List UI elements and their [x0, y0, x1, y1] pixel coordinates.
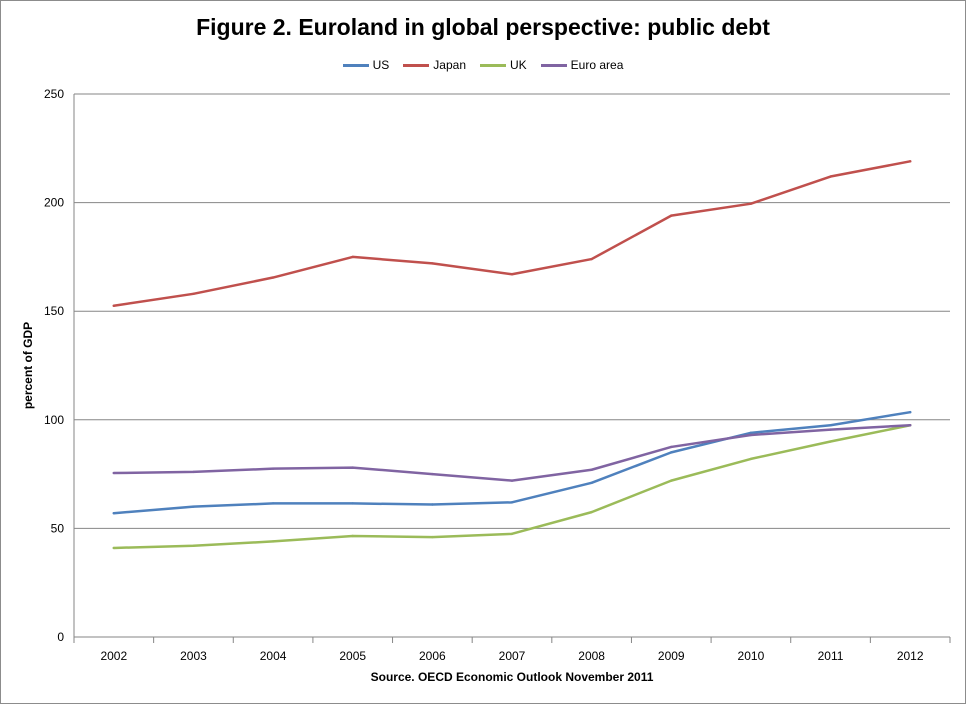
data-point-japan [192, 292, 195, 296]
y-tick-label: 200 [44, 196, 64, 210]
series-line-japan [112, 160, 912, 308]
x-tick-label: 2010 [738, 649, 765, 663]
data-point-uk [112, 546, 116, 550]
data-point-uk [829, 440, 832, 443]
data-point-us [192, 505, 195, 508]
legend-swatch-euro-area [540, 63, 567, 67]
data-point-uk [431, 535, 434, 539]
data-point-us [670, 451, 673, 454]
data-point-japan [112, 304, 116, 307]
x-tick-label: 2008 [578, 649, 605, 663]
data-point-japan [749, 202, 753, 205]
data-point-uk [271, 540, 275, 543]
data-point-japan [351, 255, 354, 259]
legend-item-uk: UK [480, 58, 527, 72]
data-point-us [112, 511, 116, 515]
data-point-euro-area [829, 428, 832, 431]
x-tick-label: 2012 [897, 649, 924, 663]
x-tick-label: 2009 [658, 649, 685, 663]
data-point-japan [431, 262, 434, 265]
data-point-japan [271, 276, 275, 279]
series-line-us [112, 410, 912, 515]
y-tick-label: 50 [51, 521, 65, 535]
data-point-uk [590, 510, 593, 514]
x-tick-label: 2004 [260, 649, 287, 663]
legend-swatch-us [342, 63, 369, 67]
data-point-us [590, 481, 593, 484]
data-point-uk [192, 544, 195, 547]
data-point-us [431, 503, 434, 506]
data-point-us [271, 502, 275, 505]
data-point-euro-area [192, 470, 195, 474]
legend-item-us: US [342, 58, 390, 72]
legend-swatch-uk [480, 63, 506, 67]
data-point-japan [510, 273, 514, 276]
data-point-uk [749, 457, 753, 461]
x-axis-title: Source. OECD Economic Outlook November 2… [371, 670, 654, 684]
y-tick-label: 100 [44, 413, 64, 427]
data-point-euro-area [271, 467, 275, 470]
data-point-uk [351, 534, 354, 538]
legend: US Japan UK Euro area [0, 58, 966, 72]
data-point-japan [908, 160, 912, 163]
legend-swatch-japan [403, 63, 430, 67]
data-point-euro-area [112, 471, 116, 475]
x-tick-label: 2002 [100, 649, 127, 663]
data-point-euro-area [351, 466, 354, 469]
data-point-euro-area [510, 479, 514, 482]
x-tick-label: 2007 [499, 649, 526, 663]
chart-title: Figure 2. Euroland in global perspective… [196, 14, 770, 40]
legend-item-euro-area: Euro area [540, 58, 624, 72]
series-line-uk [112, 423, 912, 550]
y-tick-label: 250 [44, 87, 64, 101]
data-point-us [908, 410, 912, 414]
data-point-uk [670, 479, 673, 482]
data-point-us [510, 501, 514, 504]
legend-label-japan: Japan [433, 58, 466, 72]
data-point-us [829, 424, 832, 427]
legend-label-us: US [372, 58, 390, 72]
legend-label-euro-area: Euro area [570, 58, 624, 72]
series-line-euro-area [112, 423, 912, 482]
data-point-uk [510, 532, 514, 536]
data-point-us [351, 502, 354, 505]
x-tick-label: 2005 [339, 649, 366, 663]
data-point-euro-area [908, 424, 912, 427]
x-tick-label: 2006 [419, 649, 446, 663]
data-point-japan [829, 175, 832, 178]
x-tick-label: 2011 [818, 649, 844, 663]
legend-label-uk: UK [510, 58, 527, 72]
data-point-euro-area [670, 445, 673, 449]
data-point-euro-area [749, 433, 753, 437]
x-tick-label: 2003 [180, 649, 207, 663]
data-point-japan [590, 257, 593, 261]
y-tick-label: 150 [44, 304, 64, 318]
y-tick-label: 0 [57, 630, 64, 644]
legend-item-japan: Japan [403, 58, 466, 72]
data-point-us [749, 431, 753, 435]
data-point-japan [670, 214, 673, 217]
data-point-euro-area [590, 468, 593, 471]
y-axis-title: percent of GDP [21, 322, 35, 409]
data-point-euro-area [431, 472, 434, 476]
